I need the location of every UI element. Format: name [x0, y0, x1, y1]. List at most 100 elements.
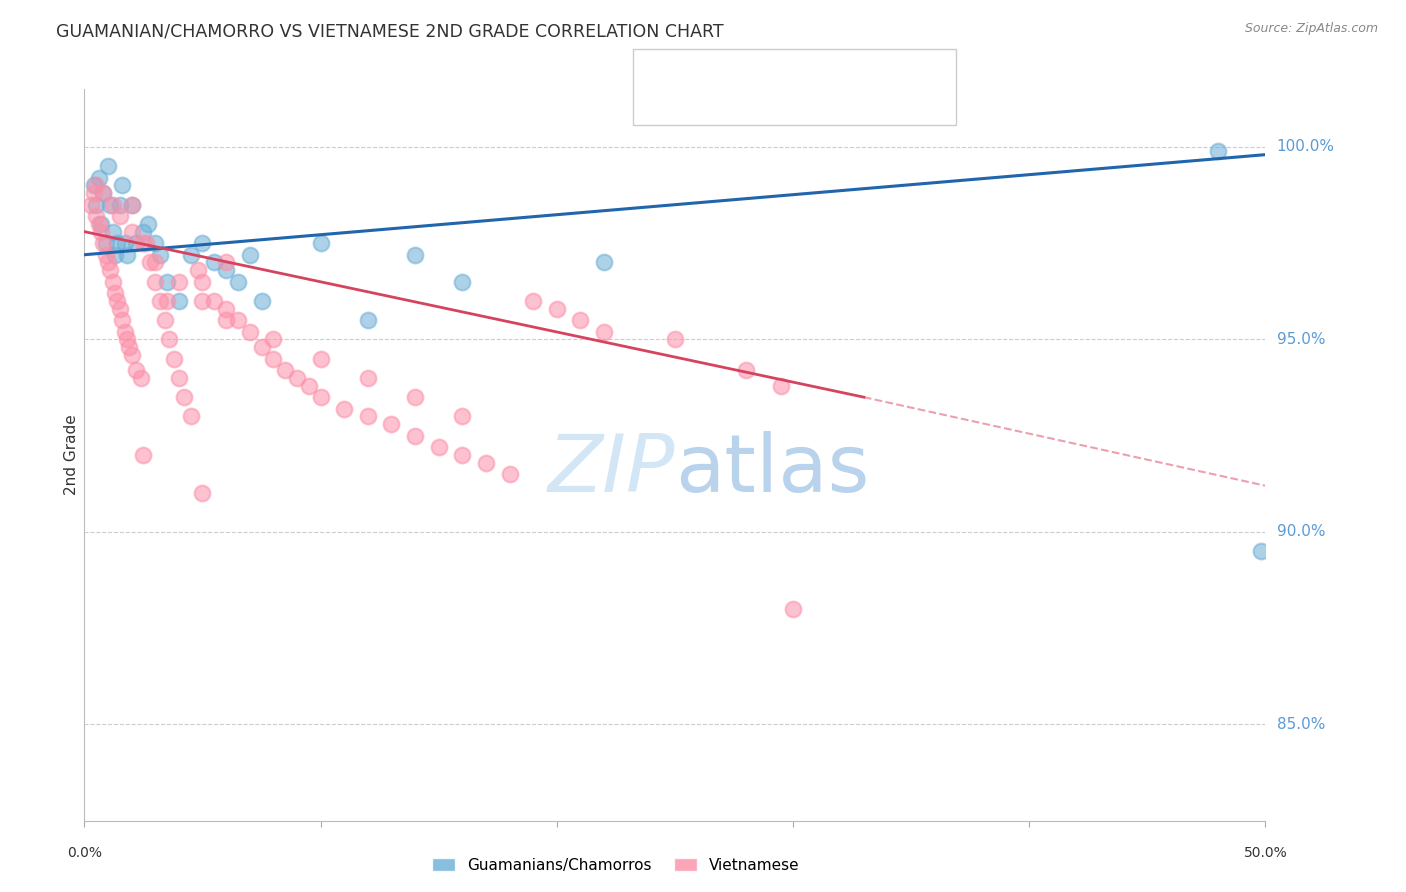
Text: R =: R = [673, 95, 707, 109]
Point [239, 248, 262, 262]
Point [202, 293, 225, 308]
Point [90, 225, 112, 239]
Point [149, 293, 172, 308]
Point [108, 209, 131, 223]
Text: Source: ZipAtlas.com: Source: ZipAtlas.com [1244, 22, 1378, 36]
Point [191, 236, 214, 251]
Point [108, 301, 131, 316]
Point [83, 186, 105, 201]
Point [202, 255, 225, 269]
Point [121, 197, 143, 211]
Text: atlas: atlas [675, 431, 869, 508]
Point [239, 325, 262, 339]
Text: R =: R = [673, 65, 707, 79]
Text: 78: 78 [817, 95, 838, 109]
Point [274, 363, 297, 377]
Point [475, 456, 498, 470]
Text: ZIP: ZIP [547, 431, 675, 508]
Point [357, 409, 380, 424]
Text: N =: N = [766, 65, 810, 79]
Point [187, 263, 209, 277]
Point [111, 178, 134, 193]
Point [357, 313, 380, 327]
Point [285, 371, 308, 385]
Text: ●: ● [651, 63, 665, 81]
Point [125, 363, 148, 377]
Point [250, 293, 273, 308]
Point [114, 325, 136, 339]
Point [104, 286, 127, 301]
Point [191, 486, 214, 500]
Point [734, 363, 756, 377]
Point [770, 378, 793, 392]
Point [1206, 144, 1229, 158]
Text: N =: N = [772, 95, 815, 109]
Point [522, 293, 544, 308]
Point [546, 301, 568, 316]
Point [91, 236, 114, 251]
Text: 90.0%: 90.0% [1277, 524, 1324, 540]
Point [309, 351, 332, 366]
Point [427, 440, 450, 454]
Point [451, 448, 474, 462]
Point [143, 236, 166, 251]
Point [404, 428, 426, 442]
Point [180, 248, 202, 262]
Point [167, 371, 190, 385]
Point [262, 351, 284, 366]
Point [84, 209, 107, 223]
Point [98, 197, 121, 211]
Point [125, 236, 148, 251]
Point [156, 293, 179, 308]
Point [90, 217, 112, 231]
Point [226, 275, 249, 289]
Point [84, 197, 107, 211]
Point [333, 401, 356, 416]
Point [139, 255, 162, 269]
Point [404, 248, 426, 262]
Text: 37: 37 [817, 65, 838, 79]
Text: 50.0%: 50.0% [1243, 846, 1288, 860]
Text: 95.0%: 95.0% [1277, 332, 1324, 347]
Point [101, 225, 124, 239]
Point [180, 409, 202, 424]
Point [163, 351, 186, 366]
Point [298, 378, 321, 392]
Point [153, 313, 176, 327]
Point [593, 255, 616, 269]
Point [215, 301, 238, 316]
Text: 85.0%: 85.0% [1277, 717, 1324, 732]
Point [143, 255, 166, 269]
Point [498, 467, 520, 482]
Point [215, 263, 238, 277]
Point [108, 197, 131, 211]
Point [157, 333, 180, 347]
Point [115, 333, 138, 347]
Point [262, 333, 284, 347]
Legend: Guamanians/Chamorros, Vietnamese: Guamanians/Chamorros, Vietnamese [426, 852, 806, 879]
Point [80, 197, 103, 211]
Point [94, 248, 117, 262]
Point [191, 275, 214, 289]
Y-axis label: 2nd Grade: 2nd Grade [63, 415, 79, 495]
Point [357, 371, 380, 385]
Point [107, 293, 129, 308]
Text: ●: ● [651, 93, 665, 111]
Point [404, 390, 426, 404]
Text: 100.0%: 100.0% [1277, 139, 1334, 154]
Point [156, 275, 179, 289]
Point [149, 248, 172, 262]
Point [107, 236, 129, 251]
Point [121, 225, 143, 239]
Point [87, 217, 110, 231]
Point [569, 313, 592, 327]
Point [118, 340, 141, 354]
Point [84, 178, 107, 193]
Point [593, 325, 616, 339]
Point [250, 340, 273, 354]
Point [132, 236, 155, 251]
Point [309, 236, 332, 251]
Point [101, 197, 124, 211]
Point [115, 248, 138, 262]
Point [83, 178, 105, 193]
